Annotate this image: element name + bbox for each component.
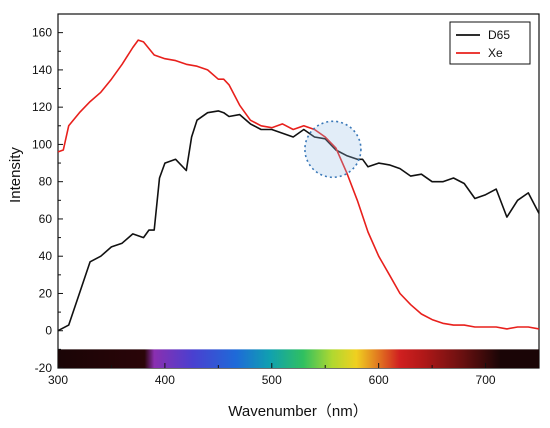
y-tick-label: 60 [39,212,53,226]
y-axis-title: Intensity [7,147,24,203]
y-tick-label: 40 [39,249,53,263]
legend-label-d65: D65 [488,28,510,42]
x-tick-label: 700 [476,373,496,387]
highlight-circle [304,120,362,179]
x-tick-label: 600 [369,373,389,387]
y-tick-label: 160 [32,26,52,40]
x-tick-label: 500 [262,373,282,387]
y-tick-label: 100 [32,137,52,151]
y-tick-label: 0 [45,324,52,338]
y-tick-label: -20 [35,361,53,375]
y-tick-label: 120 [32,100,52,114]
series-line-xe [57,39,540,330]
y-tick-label: 20 [39,286,53,300]
spectrum-bar [58,349,539,368]
series-line-d65 [57,110,540,332]
x-tick-label: 400 [155,373,175,387]
legend-box [449,21,531,65]
y-tick-label: 140 [32,63,52,77]
legend-label-xe: Xe [488,46,503,60]
x-axis-title: Wavenumber（nm） [228,403,367,420]
x-tick-label: 300 [48,373,68,387]
plot-frame [57,13,540,369]
y-tick-label: 80 [39,175,53,189]
